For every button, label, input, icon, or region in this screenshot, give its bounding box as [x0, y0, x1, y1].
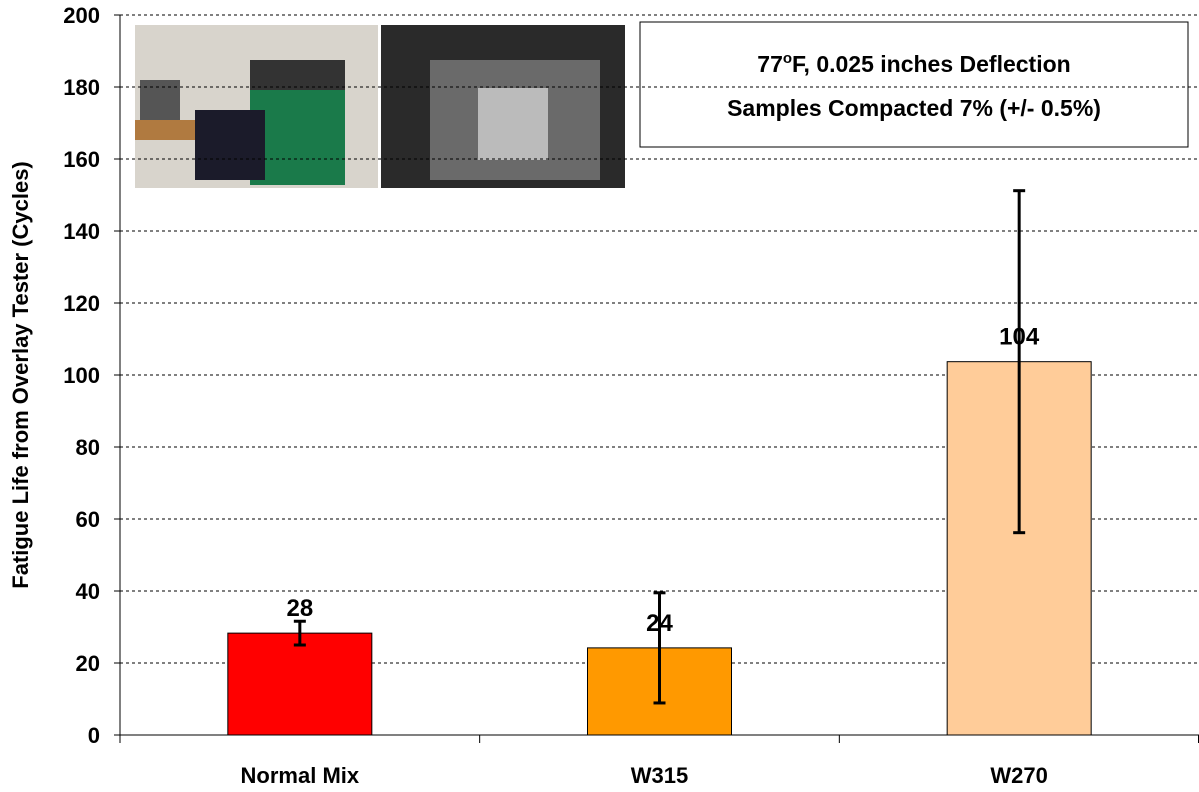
photo-laptop	[140, 80, 180, 120]
annotation-part: 77	[757, 51, 783, 77]
y-tick-label: 40	[76, 579, 100, 604]
x-tick-label: W315	[631, 763, 688, 788]
y-tick-label: 140	[63, 219, 100, 244]
annotation-line1: 77oF, 0.025 inches Deflection	[757, 50, 1070, 77]
y-tick-label: 160	[63, 147, 100, 172]
y-tick-label: 80	[76, 435, 100, 460]
photos	[135, 25, 625, 188]
annotation-part: o	[783, 50, 792, 67]
value-label: 28	[286, 595, 313, 622]
y-axis-title: Fatigue Life from Overlay Tester (Cycles…	[8, 161, 33, 589]
y-tick-label: 120	[63, 291, 100, 316]
bar	[227, 632, 373, 736]
annotation-box	[639, 21, 1189, 148]
y-tick-label: 200	[63, 3, 100, 28]
error-bar	[1013, 189, 1026, 535]
y-tick-label: 60	[76, 507, 100, 532]
y-tick-label: 20	[76, 651, 100, 676]
error-bar	[293, 619, 306, 647]
error-bar	[653, 591, 666, 705]
photo-machine	[250, 90, 345, 185]
photo-machine-top	[250, 60, 345, 90]
x-tick-label: W270	[990, 763, 1047, 788]
y-tick-label: 100	[63, 363, 100, 388]
y-tick-label: 180	[63, 75, 100, 100]
annotation-part: F, 0.025 inches Deflection	[792, 51, 1071, 77]
annotation-line2: Samples Compacted 7% (+/- 0.5%)	[727, 95, 1101, 121]
y-tick-label: 0	[88, 723, 100, 748]
photo-sample	[478, 88, 548, 160]
x-tick-label: Normal Mix	[241, 763, 360, 788]
photo-chair	[195, 110, 265, 180]
